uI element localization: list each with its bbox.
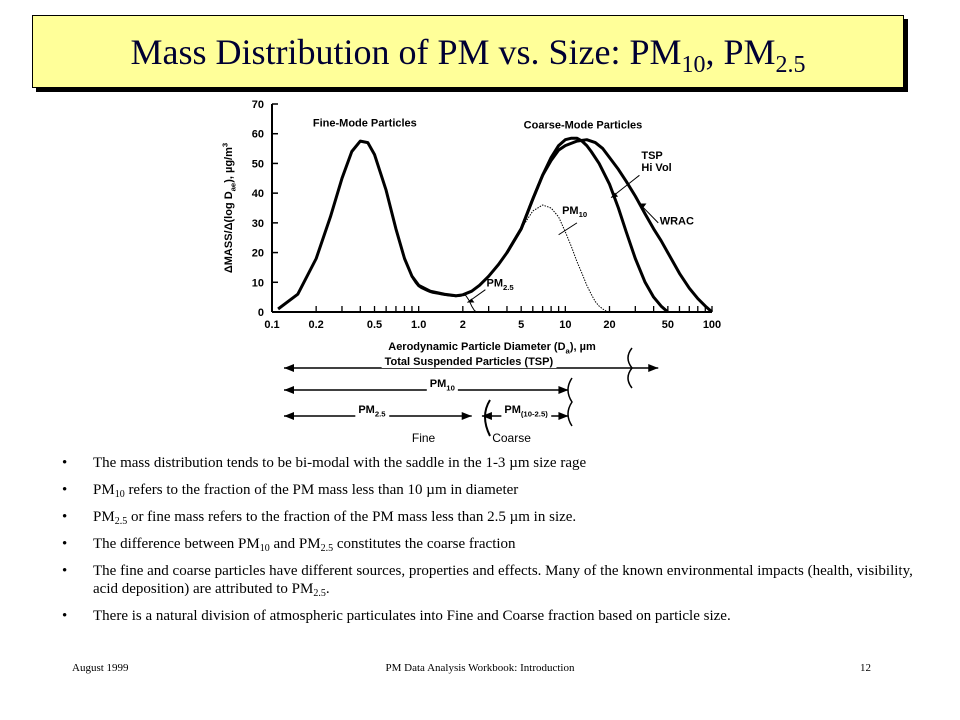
- range-pm-coarse-label: PM(10-2.5): [504, 404, 548, 418]
- bullet-item: • The mass distribution tends to be bi-mo…: [62, 454, 922, 472]
- bullet-text: .: [325, 581, 330, 597]
- footer-title: PM Data Analysis Workbook: Introduction: [385, 662, 575, 674]
- y-tick-label: 40: [252, 188, 264, 200]
- range-pm25-arrow-right: [461, 412, 472, 420]
- bullet-marker: •: [62, 608, 68, 624]
- pm10-arrow: [558, 222, 578, 236]
- x-tick-label: 50: [662, 319, 674, 331]
- series-line-wrac: [505, 138, 713, 314]
- range-pm-coarse-arrow-right: [558, 412, 569, 420]
- range-tsp-arrow-right: [648, 364, 659, 372]
- bullet-item: • The fine and coarse particles have diff…: [62, 562, 922, 599]
- x-tick-label: 1.0: [411, 319, 426, 331]
- range-tsp-label: Total Suspended Particles (TSP): [385, 356, 554, 368]
- range-pm10-label: PM10: [430, 378, 455, 392]
- x-axis-label: Aerodynamic Particle Diameter (Da), µm: [388, 341, 596, 355]
- y-tick-label: 0: [258, 307, 264, 319]
- x-tick-label: 0.5: [367, 319, 382, 331]
- bullet-marker: •: [62, 509, 68, 525]
- title-box: Mass Distribution of PM vs. Size: PM10, …: [32, 15, 904, 88]
- wrac-arrowhead: [639, 203, 647, 208]
- bullet-item: • PM2.5 or fine mass refers to the fracti…: [62, 508, 922, 527]
- y-tick-label: 20: [252, 248, 264, 260]
- footer-page-number: 12: [860, 662, 871, 674]
- range-pm25-label: PM2.5: [358, 404, 386, 418]
- y-tick-label: 10: [252, 277, 264, 289]
- y-tick-label: 50: [252, 158, 264, 170]
- bullet-list: • The mass distribution tends to be bi-mo…: [62, 454, 922, 634]
- y-tick-label: 60: [252, 129, 264, 141]
- tsp-arrowhead: [611, 192, 619, 198]
- y-tick-label: 70: [252, 99, 264, 111]
- x-tick-label: 0.2: [309, 319, 324, 331]
- pm25-brace: [484, 399, 491, 437]
- bullet-marker: •: [62, 563, 68, 579]
- fine-mode-label: Fine-Mode Particles: [313, 117, 417, 129]
- bullet-text: The fine and coarse particles have diffe…: [93, 563, 913, 597]
- range-pm10-label-bg: [426, 378, 458, 393]
- hivol-label: Hi Vol: [641, 162, 671, 174]
- bullet-text: or fine mass refers to the fraction of t…: [127, 509, 510, 525]
- bullet-subscript: 2.5: [114, 516, 128, 527]
- range-tsp-arrow-left: [284, 364, 294, 372]
- bullet-marker: •: [62, 455, 68, 471]
- bullet-text: refers to the fraction of the PM mass le…: [124, 482, 427, 498]
- x-tick-label: 0.1: [264, 319, 279, 331]
- bullet-symbol: µ: [509, 455, 518, 471]
- wrac-arrow: [639, 203, 659, 224]
- bullet-text: The difference between PM: [93, 536, 260, 552]
- bullet-subscript: 2.5: [320, 543, 334, 554]
- tsp-label: TSP: [641, 150, 662, 162]
- bullet-text: PM: [93, 482, 115, 498]
- pm25-arrowhead: [467, 298, 475, 303]
- coarse-fraction-label: Coarse: [492, 431, 531, 445]
- bullet-text: There is a natural division of atmospher…: [93, 608, 731, 624]
- footer-date: August 1999: [72, 662, 129, 674]
- range-pm10-arrow-right: [558, 386, 569, 394]
- bullet-item: • PM10 refers to the fraction of the PM m…: [62, 481, 922, 500]
- bullet-text: The mass distribution tends to be bi-mod…: [93, 455, 510, 471]
- y-axis-label: ΔMASS/Δ(log Dae), µg/m3: [221, 143, 238, 273]
- slide-title: Mass Distribution of PM vs. Size: PM10, …: [130, 32, 806, 78]
- fine-fraction-label: Fine: [412, 431, 436, 445]
- bullet-text: m in size.: [518, 509, 577, 525]
- range-pm10-arrow-left: [284, 386, 294, 394]
- pm10-label: PM10: [562, 205, 587, 219]
- range-pm-coarse-label-bg: [501, 404, 552, 419]
- range-pm-coarse-arrow-left: [481, 412, 492, 420]
- bullet-marker: •: [62, 482, 68, 498]
- bullet-marker: •: [62, 536, 68, 552]
- series-line-pm25: [411, 276, 478, 313]
- bullet-text: and PM: [269, 536, 321, 552]
- bullet-text: m size rage: [517, 455, 587, 471]
- bullet-subscript: 2.5: [313, 588, 326, 599]
- range-pm25-label-bg: [355, 404, 390, 419]
- wrac-label: WRAC: [660, 215, 694, 227]
- x-tick-label: 20: [603, 319, 615, 331]
- x-tick-label: 2: [460, 319, 466, 331]
- tsp-brace: [627, 347, 633, 389]
- bullet-symbol: µ: [426, 482, 435, 498]
- bullet-subscript: 10: [114, 489, 125, 500]
- x-tick-label: 100: [703, 319, 721, 331]
- bullet-item: • The difference between PM10 and PM2.5 c…: [62, 535, 922, 554]
- range-tsp-label-bg: [381, 356, 557, 368]
- pm25-label: PM2.5: [486, 278, 514, 292]
- range-pm25-arrow-left: [284, 412, 294, 420]
- bullet-text: m in diameter: [434, 482, 519, 498]
- bullet-text: PM: [93, 509, 115, 525]
- bullet-symbol: µ: [509, 509, 519, 525]
- x-tick-label: 5: [518, 319, 524, 331]
- coarse-mode-label: Coarse-Mode Particles: [524, 119, 643, 131]
- bullet-subscript: 10: [259, 543, 270, 554]
- pm10-brace: [567, 377, 573, 427]
- x-tick-label: 10: [559, 319, 571, 331]
- bullet-item: • There is a natural division of atmosphe…: [62, 607, 922, 625]
- y-tick-label: 30: [252, 218, 264, 230]
- mass-distribution-chart: 0 10 20 30 40 50 60 70 0.1 0.2 0.5 1.0 2 5 10 20 50 100 A…: [221, 99, 722, 445]
- series-line-tsphivol: [277, 136, 669, 314]
- bullet-text: constitutes the coarse fraction: [333, 536, 516, 552]
- series-line-pm10: [479, 204, 610, 313]
